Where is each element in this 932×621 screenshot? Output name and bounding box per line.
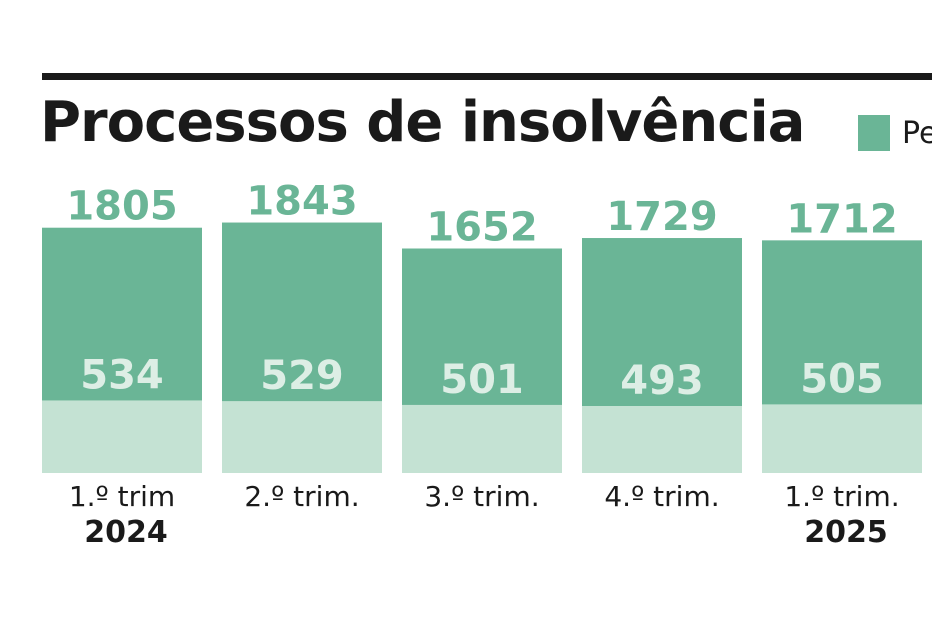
category-label: 4.º trim.	[604, 480, 719, 513]
year-label-2025: 2025	[804, 515, 888, 550]
bar-part	[402, 404, 562, 473]
category-label: 1.º trim.	[784, 480, 899, 513]
legend-swatch	[858, 115, 890, 151]
bar-part	[582, 406, 742, 473]
category-label: 1.º trim	[69, 480, 175, 513]
data-label-part: 529	[260, 353, 344, 399]
top-rule	[42, 73, 932, 80]
year-label-2024: 2024	[84, 515, 168, 550]
legend: Pe	[858, 115, 932, 155]
data-label-part: 501	[440, 357, 524, 403]
legend-label: Pe	[902, 115, 932, 151]
data-label-total: 1729	[606, 194, 717, 240]
data-label-part: 493	[620, 358, 704, 404]
data-label-part: 505	[800, 356, 884, 402]
category-label: 2.º trim.	[244, 480, 359, 513]
data-label-total: 1805	[66, 184, 177, 230]
data-label-total: 1712	[786, 196, 897, 242]
bar-part	[762, 404, 922, 473]
data-label-total: 1843	[246, 179, 357, 225]
data-label-part: 534	[80, 352, 164, 398]
bar-part	[222, 401, 382, 473]
bar-part	[42, 400, 202, 473]
category-label: 3.º trim.	[424, 480, 539, 513]
data-label-total: 1652	[426, 204, 537, 250]
chart-title: Processos de insolvência	[40, 90, 805, 155]
